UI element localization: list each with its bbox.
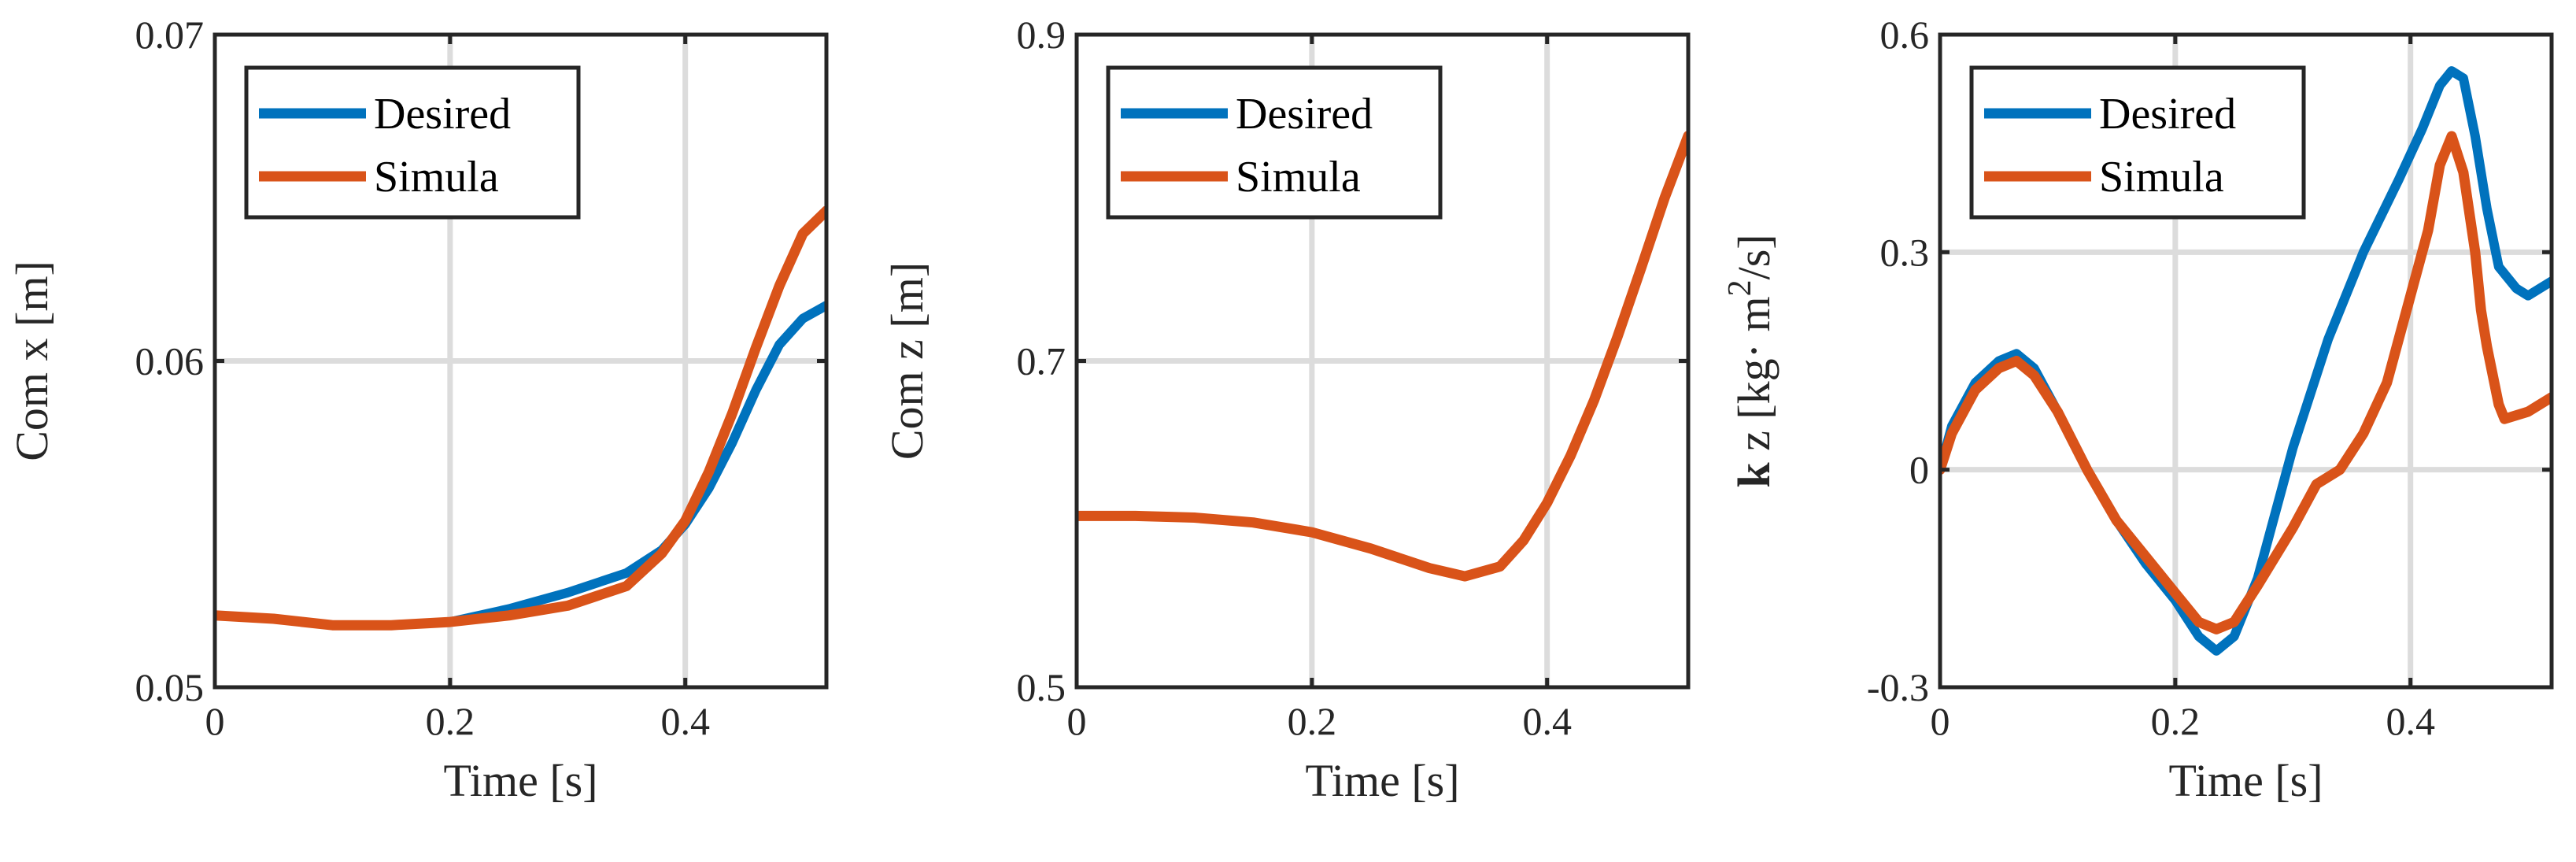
y-tick-label: 0: [1909, 448, 1929, 492]
series-line-desired: [1940, 66, 2552, 656]
x-tick-label: 0.2: [426, 699, 475, 743]
y-axis-label: Com z [m]: [881, 262, 933, 460]
legend: Desired Simula: [1969, 65, 2306, 220]
axes-frame: [213, 32, 829, 690]
y-axis-label: k z [kg· m2/s]: [1722, 234, 1780, 487]
x-tick-label: 0.4: [1522, 699, 1572, 743]
legend-label-simulated: Simula: [1236, 153, 1361, 202]
legend-label-simulated: Simula: [374, 153, 499, 202]
axes-frame: [1074, 32, 1691, 690]
legend-label-desired: Desired: [1236, 90, 1373, 139]
x-tick-label: 0.2: [2151, 699, 2201, 743]
series-line-simulated: [215, 205, 826, 631]
legend-box: [1969, 65, 2306, 220]
legend: Desired Simula: [1106, 65, 1443, 220]
y-tick-label: 0.9: [1017, 13, 1066, 57]
legend-label-desired: Desired: [2099, 90, 2236, 139]
legend-label-desired: Desired: [374, 90, 511, 139]
y-axis-label: Com x [m]: [6, 261, 57, 461]
y-tick-label: 0.5: [1017, 665, 1066, 709]
series-line-simulated: [1077, 131, 1688, 582]
x-tick-label: 0.2: [1288, 699, 1337, 743]
legend: Desired Simula: [244, 65, 581, 220]
y-tick-label: 0.06: [135, 339, 205, 383]
x-axis-label: Time [s]: [443, 755, 597, 806]
x-tick-label: 0.4: [660, 699, 710, 743]
axes-frame: [1938, 32, 2554, 690]
legend-label-simulated: Simula: [2099, 153, 2224, 202]
x-axis-label: Time [s]: [2168, 755, 2323, 806]
legend-box: [244, 65, 581, 220]
x-tick-label: 0: [1931, 699, 1950, 743]
x-tick-label: 0: [205, 699, 225, 743]
series-line-simulated: [1940, 131, 2552, 634]
legend-box: [1106, 65, 1443, 220]
x-tick-label: 0: [1067, 699, 1087, 743]
x-tick-label: 0.4: [2386, 699, 2435, 743]
y-tick-label: 0.6: [1880, 13, 1930, 57]
y-tick-label: 0.05: [135, 665, 205, 709]
y-tick-label: 0.3: [1880, 230, 1930, 274]
chart-com-x: 0 0.2 0.4 0.05 0.06 0.07 Time [s] Com x [m] Desi…: [6, 13, 829, 806]
y-tick-label: 0.7: [1017, 339, 1066, 383]
y-tick-label: 0.07: [135, 13, 205, 57]
chart-com-z: 0 0.2 0.4 0.5 0.7 0.9 Time [s] Com z [m] Desired…: [881, 13, 1691, 806]
x-axis-label: Time [s]: [1305, 755, 1459, 806]
y-tick-label: -0.3: [1867, 665, 1929, 709]
